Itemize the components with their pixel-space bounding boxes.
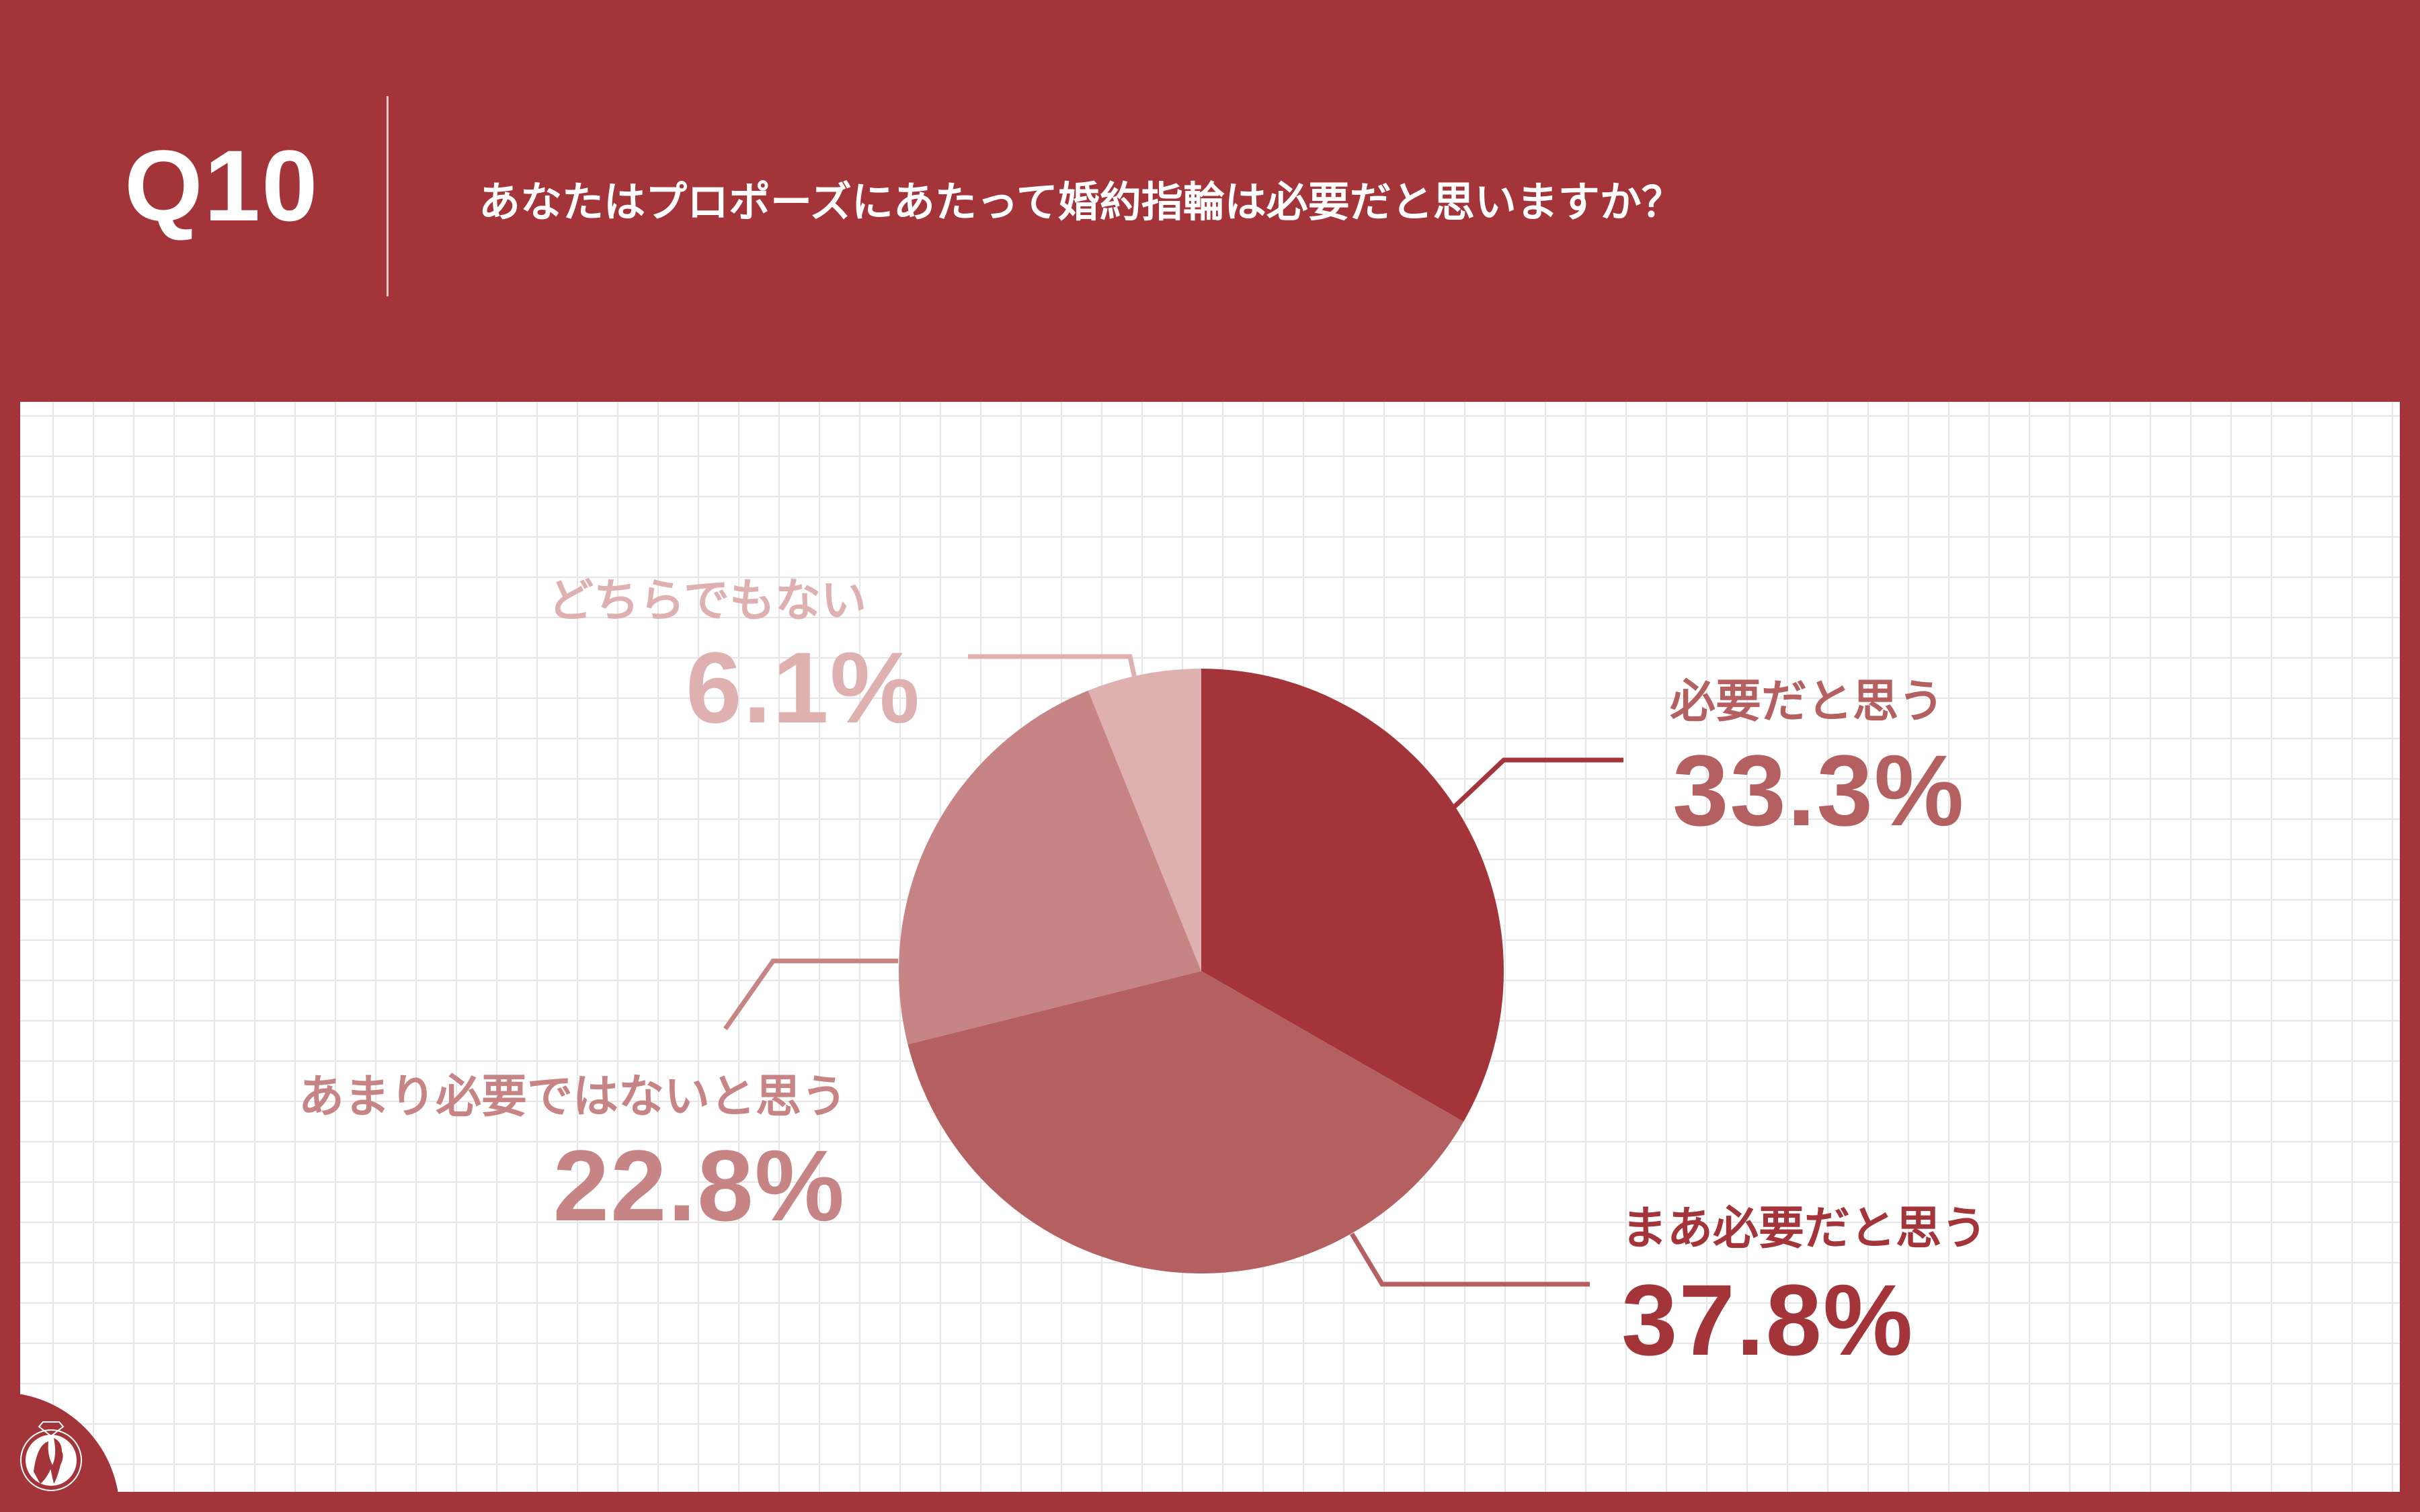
header-divider: [387, 96, 389, 296]
leader-line-neither: [968, 654, 1138, 682]
leader-line-necessary: [1451, 757, 1623, 810]
ring-couple-logo-icon: [0, 1392, 120, 1512]
value-not-very-necessary: 22.8%: [553, 1129, 846, 1242]
question-number: Q10: [124, 129, 319, 242]
header: Q10 あなたはプロポーズにあたって婚約指輪は必要だと思いますか？: [0, 0, 2420, 402]
pie-slice-1: [908, 971, 1464, 1274]
value-somewhat-necessary: 37.8%: [1621, 1263, 1914, 1376]
label-not-very-necessary: あまり必要ではないと思う: [298, 1070, 847, 1124]
leader-line-somewhat-necessary: [1349, 1232, 1590, 1287]
pie-slice-0: [1201, 669, 1504, 1122]
pie-slice-2: [898, 690, 1201, 1045]
value-necessary: 33.3%: [1672, 734, 1966, 847]
question-text: あなたはプロポーズにあたって婚約指輪は必要だと思いますか？: [479, 177, 1683, 226]
value-neither: 6.1%: [686, 631, 921, 744]
label-neither: どちらでもない: [548, 575, 866, 628]
label-somewhat-necessary: まあ必要だと思う: [1621, 1202, 1988, 1255]
leader-line-not-very-necessary: [723, 958, 898, 1031]
label-necessary: 必要だと思う: [1670, 675, 1945, 728]
pie-slice-3: [1088, 669, 1201, 971]
